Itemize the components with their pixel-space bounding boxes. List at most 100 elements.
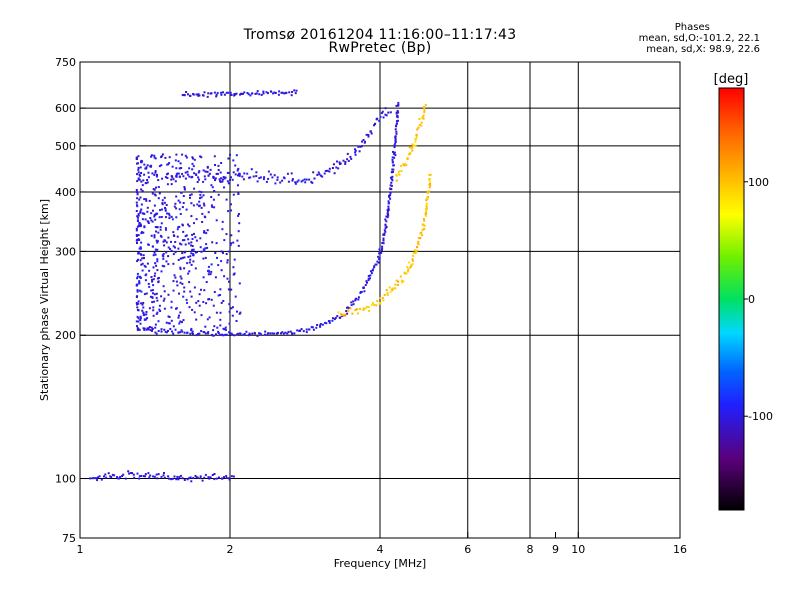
- echo-point: [161, 153, 164, 156]
- echo-point: [267, 170, 270, 173]
- echo-point: [338, 161, 341, 164]
- echo-point: [390, 188, 393, 191]
- echo-point: [229, 244, 232, 247]
- echo-point: [388, 194, 390, 197]
- echo-point: [392, 164, 395, 167]
- echo-point: [199, 475, 202, 478]
- echo-point: [202, 94, 205, 97]
- echo-point: [424, 104, 427, 106]
- echo-point: [188, 261, 191, 264]
- echo-point: [246, 92, 249, 94]
- echo-point: [213, 190, 216, 193]
- echo-point: [187, 255, 190, 258]
- echo-point: [217, 164, 220, 167]
- echo-point: [142, 311, 145, 314]
- echo-point: [380, 112, 383, 115]
- echo-point: [147, 171, 150, 174]
- echo-point: [230, 242, 233, 245]
- echo-point: [278, 90, 281, 93]
- echo-point: [226, 261, 229, 264]
- echo-point: [142, 327, 145, 330]
- echo-point: [222, 176, 225, 178]
- echo-point: [188, 175, 191, 178]
- echo-point: [172, 178, 175, 181]
- echo-point: [228, 250, 231, 253]
- echo-point: [177, 331, 180, 334]
- echo-point: [147, 222, 150, 224]
- echo-point: [188, 306, 191, 309]
- echo-point: [145, 328, 148, 331]
- echo-point: [219, 333, 222, 336]
- echo-point: [203, 331, 206, 333]
- echo-point: [390, 171, 393, 174]
- echo-point: [422, 228, 425, 231]
- echo-point: [107, 472, 110, 475]
- echo-point: [150, 154, 153, 157]
- echo-point: [156, 477, 159, 480]
- echo-point: [346, 312, 349, 315]
- colorbar-tick-label: 0: [748, 293, 755, 306]
- echo-point: [235, 333, 238, 336]
- echo-point: [152, 292, 154, 295]
- echo-point: [423, 224, 426, 227]
- echo-point: [187, 238, 190, 241]
- echo-point: [400, 170, 403, 172]
- echo-point: [191, 162, 194, 165]
- echo-point: [254, 92, 257, 95]
- echo-point: [158, 308, 161, 311]
- echo-point: [220, 269, 223, 272]
- echo-point: [220, 260, 223, 263]
- echo-point: [208, 172, 211, 175]
- echo-point: [197, 94, 200, 97]
- echo-point: [216, 256, 218, 259]
- echo-point: [167, 293, 170, 296]
- echo-point: [156, 258, 159, 261]
- echo-point: [349, 307, 352, 310]
- echo-point: [323, 172, 326, 175]
- echo-point: [180, 243, 183, 246]
- echo-point: [411, 259, 414, 262]
- echo-point: [171, 176, 174, 179]
- echo-point: [414, 140, 417, 143]
- echo-point: [197, 171, 200, 174]
- echo-point: [386, 292, 389, 295]
- echo-point: [103, 475, 105, 478]
- echo-point: [135, 229, 138, 232]
- echo-point: [193, 187, 196, 190]
- echo-point: [207, 211, 210, 214]
- echo-point: [184, 171, 187, 174]
- echo-point: [162, 240, 165, 243]
- echo-point: [379, 302, 382, 305]
- echo-point: [424, 214, 427, 217]
- echo-point: [226, 180, 229, 183]
- echo-point: [144, 274, 147, 277]
- echo-point: [186, 262, 189, 265]
- echo-point: [144, 473, 147, 476]
- echo-point: [140, 203, 143, 206]
- echo-point: [212, 176, 215, 179]
- echo-point: [204, 325, 207, 328]
- echo-point: [155, 239, 158, 242]
- echo-point: [172, 325, 175, 328]
- echo-point: [164, 207, 167, 210]
- echo-point: [136, 272, 139, 275]
- echo-point: [230, 209, 232, 212]
- echo-point: [210, 184, 213, 187]
- echo-point: [136, 215, 139, 218]
- echo-point: [214, 252, 217, 254]
- echo-point: [135, 201, 138, 204]
- echo-point: [281, 331, 284, 334]
- echo-point: [140, 180, 143, 183]
- echo-point: [139, 174, 142, 177]
- echo-point: [160, 164, 163, 167]
- echo-point: [153, 188, 156, 191]
- echo-point: [350, 301, 353, 304]
- echo-point: [170, 300, 173, 303]
- echo-point: [358, 150, 361, 153]
- echo-point: [217, 294, 220, 297]
- echo-point: [360, 290, 363, 293]
- echo-point: [157, 179, 160, 182]
- echo-point: [145, 199, 148, 202]
- echo-point: [426, 197, 428, 200]
- echo-point: [186, 331, 189, 334]
